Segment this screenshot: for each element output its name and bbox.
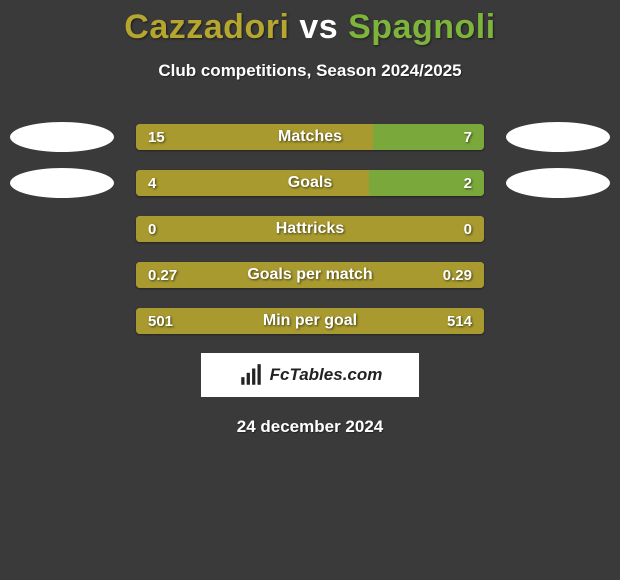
- stat-value-right: 2: [464, 170, 472, 196]
- page-title: Cazzadori vs Spagnoli: [0, 0, 620, 47]
- avatar-right: [506, 168, 610, 198]
- stat-value-left: 501: [148, 308, 173, 334]
- stat-row: 42Goals: [10, 169, 610, 197]
- stat-value-right: 0.29: [443, 262, 472, 288]
- avatar-left: [10, 168, 114, 198]
- bar-left-fill: [136, 216, 484, 242]
- stat-value-left: 15: [148, 124, 165, 150]
- stat-value-right: 514: [447, 308, 472, 334]
- stat-row: 501514Min per goal: [10, 307, 610, 335]
- date-label: 24 december 2024: [0, 417, 620, 437]
- stat-bar: 501514Min per goal: [136, 308, 484, 334]
- chart-icon: [238, 362, 264, 388]
- player1-name: Cazzadori: [124, 8, 289, 46]
- avatar-left: [10, 122, 114, 152]
- stat-row: 00Hattricks: [10, 215, 610, 243]
- stat-bar: 157Matches: [136, 124, 484, 150]
- stats-rows: 157Matches42Goals00Hattricks0.270.29Goal…: [0, 123, 620, 335]
- stat-value-right: 7: [464, 124, 472, 150]
- bar-left-fill: [136, 308, 484, 334]
- stat-row: 0.270.29Goals per match: [10, 261, 610, 289]
- stat-bar: 0.270.29Goals per match: [136, 262, 484, 288]
- stat-value-left: 0: [148, 216, 156, 242]
- stat-value-right: 0: [464, 216, 472, 242]
- avatar-right: [506, 122, 610, 152]
- stat-value-left: 0.27: [148, 262, 177, 288]
- bar-left-fill: [136, 170, 369, 196]
- stat-bar: 00Hattricks: [136, 216, 484, 242]
- vs-label: vs: [299, 8, 338, 46]
- bar-left-fill: [136, 262, 484, 288]
- stat-value-left: 4: [148, 170, 156, 196]
- stat-row: 157Matches: [10, 123, 610, 151]
- stat-bar: 42Goals: [136, 170, 484, 196]
- player2-name: Spagnoli: [348, 8, 496, 46]
- badge-text: FcTables.com: [270, 365, 383, 385]
- source-badge: FcTables.com: [201, 353, 419, 397]
- bar-left-fill: [136, 124, 373, 150]
- subtitle: Club competitions, Season 2024/2025: [0, 61, 620, 81]
